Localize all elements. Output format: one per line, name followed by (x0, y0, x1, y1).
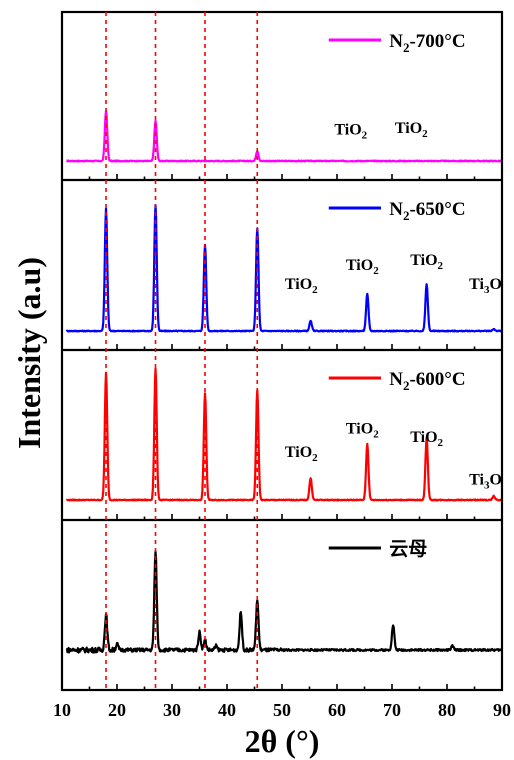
x-tick-label: 40 (218, 700, 236, 720)
panel-1: N2-650°C TiO2 TiO2 TiO2 Ti3O (65, 199, 503, 333)
reference-lines (105, 12, 259, 690)
legend-label-3: 云母 (389, 538, 427, 560)
phase-label-2-2: TiO2 (410, 429, 443, 449)
series-line-1 (65, 204, 503, 333)
series-line-2 (65, 367, 503, 502)
x-axis-label: 2θ (°) (245, 723, 320, 759)
phase-label-2-0: TiO2 (285, 444, 318, 464)
y-axis-label: Intensity (a.u) (11, 257, 47, 449)
series-line-3 (65, 550, 503, 654)
phase-label-0-0: TiO2 (334, 122, 367, 142)
x-tick-label: 60 (328, 700, 346, 720)
phase-label-0-1: TiO2 (395, 120, 428, 140)
phase-label-1-1: TiO2 (346, 257, 379, 277)
x-tick-label: 10 (53, 700, 71, 720)
phase-label-1-0: TiO2 (285, 276, 318, 296)
panel-3: 云母 (65, 538, 503, 654)
phase-label-2-1: TiO2 (346, 420, 379, 440)
x-tick-label: 20 (108, 700, 126, 720)
phase-label-2-3: Ti3O (469, 471, 502, 491)
x-tick-label: 70 (383, 700, 401, 720)
panel-2: N2-600°C TiO2 TiO2 TiO2 Ti3O (65, 367, 503, 502)
x-tick-label: 50 (273, 700, 291, 720)
x-tick-label: 80 (438, 700, 456, 720)
legend-label-1: N2-650°C (389, 199, 465, 223)
x-tick-label: 90 (493, 700, 511, 720)
x-axis-ticks: 10 20 30 40 50 60 70 80 90 (53, 174, 511, 720)
legend-label-0: N2-700°C (389, 31, 465, 55)
chart-panels: N2-700°C TiO2 TiO2 N2-650°C TiO2 TiO2 TiO2 Ti3O… (65, 31, 503, 654)
series-line-0 (65, 110, 503, 163)
legend-label-2: N2-600°C (389, 369, 465, 393)
axes-frame (60, 10, 504, 692)
x-tick-label: 30 (163, 700, 181, 720)
panel-0: N2-700°C TiO2 TiO2 (65, 31, 503, 163)
phase-label-1-2: TiO2 (410, 252, 443, 272)
phase-label-1-3: Ti3O (469, 276, 502, 296)
